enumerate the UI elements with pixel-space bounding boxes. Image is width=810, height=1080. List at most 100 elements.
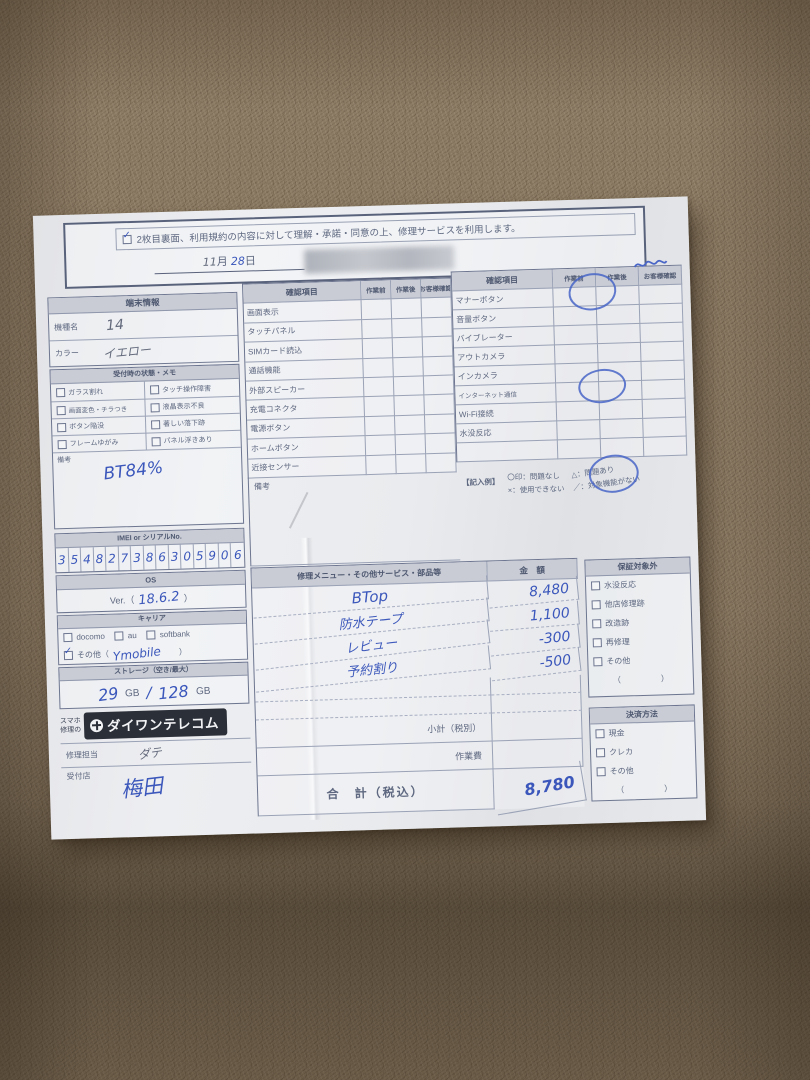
- condition-checkbox: [57, 439, 67, 449]
- imei-digit: 8: [93, 546, 107, 572]
- carrier-other-suffix: ）: [178, 647, 188, 657]
- check-remarks-area: 備考: [247, 471, 461, 567]
- imei-digit: 9: [206, 543, 220, 568]
- color-label: カラー: [54, 348, 80, 359]
- agreement-checkbox: [122, 234, 132, 244]
- imei-digit: 0: [218, 543, 232, 568]
- imei-digit: 0: [181, 544, 195, 569]
- staff-value: ダテ: [137, 745, 163, 763]
- legend-label: 【記入例】: [461, 477, 500, 488]
- check-cell: [557, 420, 601, 441]
- storage-unit: GB: [124, 687, 140, 699]
- payment-checkbox: [596, 767, 606, 777]
- check-item: [456, 440, 559, 463]
- color-row: カラー イエロー: [49, 334, 239, 367]
- store-label: 受付店: [66, 771, 91, 782]
- check-cell: [425, 433, 457, 454]
- check-cell: [395, 434, 427, 455]
- os-ver-prefix: Ver.（: [109, 595, 135, 606]
- check-cell: [596, 304, 641, 326]
- check-cell: [365, 435, 397, 456]
- check-cell: [394, 395, 425, 416]
- storage-row: 29 GB / 128 GB: [60, 676, 249, 710]
- check-cell: [426, 452, 457, 474]
- check-cell: [364, 396, 395, 417]
- storage-box: ストレージ（空き/最大） 29 GB / 128 GB: [58, 661, 250, 710]
- store-value: 梅田: [119, 773, 165, 803]
- imei-digit: 4: [80, 547, 95, 572]
- check-cell: [364, 415, 396, 437]
- check-cell: [393, 376, 425, 397]
- payment-paren: （ ）: [616, 783, 673, 795]
- warranty-paren: （ ）: [612, 673, 670, 685]
- date-day: 28: [230, 254, 246, 268]
- check-cell: [392, 337, 424, 358]
- staff-store-box: 修理担当 ダテ 受付店 梅田: [60, 737, 253, 812]
- storage-slash: /: [146, 683, 152, 702]
- check-cell: [639, 284, 683, 305]
- carrier-other-label: その他（: [76, 649, 110, 660]
- imei-digit: 6: [155, 544, 170, 570]
- imei-digit: 3: [130, 545, 145, 571]
- date-month-suffix: 月: [216, 256, 228, 269]
- check-cell: [597, 323, 641, 345]
- imei-digit: 5: [68, 547, 82, 572]
- carrier-au-checkbox: [114, 631, 124, 641]
- payment-box: 決済方法 現金 クレカ その他 （ ）: [588, 704, 698, 802]
- check-cell: [423, 356, 454, 377]
- check-left-col-customer: お客様確認: [420, 278, 452, 299]
- agreement-text: 2枚目裏面、利用規約の内容に対して理解・承諾・同意の上、修理サービスを利用します…: [136, 223, 521, 246]
- warranty-checkbox: [592, 638, 602, 648]
- imei-digit: 3: [55, 547, 69, 573]
- agreement-date: 11月 28日: [154, 250, 305, 275]
- check-cell: [396, 453, 427, 475]
- check-cell: [600, 418, 644, 440]
- warranty-checkbox: [593, 657, 603, 667]
- legend-note: 【記入例】 〇印：問題なし ×：使用できない △：問題あり ／：対象機能がない: [462, 463, 689, 498]
- check-cell: [362, 338, 394, 359]
- repair-form-paper: 2枚目裏面、利用規約の内容に対して理解・承諾・同意の上、修理サービスを利用します…: [32, 196, 707, 840]
- condition-checkbox: [150, 402, 160, 412]
- os-version-value: 18.6.2: [137, 589, 181, 609]
- check-cell: [640, 341, 685, 362]
- imei-digit: 3: [168, 544, 182, 569]
- check-cell: [641, 360, 686, 381]
- check-cell: [421, 297, 453, 319]
- imei-digit-row: 3 5 4 8 2 7 3 8 6 3 0 5 9 0 6: [55, 543, 245, 573]
- date-month: 11: [202, 255, 217, 269]
- pencil-stray-mark: [288, 491, 309, 529]
- carrier-docomo-label: docomo: [76, 631, 105, 642]
- check-cell: [599, 399, 644, 421]
- imei-box: IMEI or シリアルNo. 3 5 4 8 2 7 3 8 6 3 0 5 …: [54, 527, 246, 574]
- remarks-area: 備考 BT84%: [52, 446, 244, 530]
- color-value: イエロー: [102, 342, 152, 362]
- os-version-row: Ver.（ 18.6.2 ）: [57, 585, 246, 614]
- check-cell: [642, 398, 687, 419]
- check-cell: [554, 344, 599, 365]
- imei-digit: 2: [105, 546, 120, 571]
- carrier-docomo-checkbox: [63, 632, 73, 643]
- check-cell: [557, 439, 602, 460]
- subtotal-value: [491, 710, 583, 742]
- storage-free-value: 29: [96, 683, 120, 705]
- warranty-box: 保証対象外 水没反応 他店修理跡 改造跡 再修理 その他 （ ）: [584, 556, 695, 698]
- imei-digit: 7: [118, 546, 132, 571]
- repair-menu-table: 修理メニュー・その他サービス・部品等 金 額 BTop 8,480 防水テープ …: [250, 557, 587, 817]
- carrier-softbank-label: softbank: [159, 629, 191, 640]
- check-cell: [393, 356, 424, 378]
- pen-scribble-mark: [633, 259, 668, 268]
- check-cell: [394, 415, 426, 436]
- check-cell: [423, 375, 455, 396]
- payment-checkbox: [595, 729, 605, 739]
- condition-checkbox: [149, 385, 160, 395]
- check-cell: [556, 401, 601, 422]
- shop-brand-name: ダイワンテレコム: [106, 715, 220, 734]
- os-box: OS Ver.（ 18.6.2 ）: [55, 569, 247, 614]
- check-table-left: 確認項目 作業前 作業後 お客様確認 画面表示 タッチパネル SIMカード読込 …: [241, 277, 458, 479]
- shop-brand-bar: ダイワンテレコム: [83, 708, 228, 740]
- condition-checkbox: [151, 436, 161, 446]
- imei-digit: 8: [143, 545, 157, 570]
- check-cell: [554, 325, 598, 346]
- imei-digit: 5: [193, 543, 207, 569]
